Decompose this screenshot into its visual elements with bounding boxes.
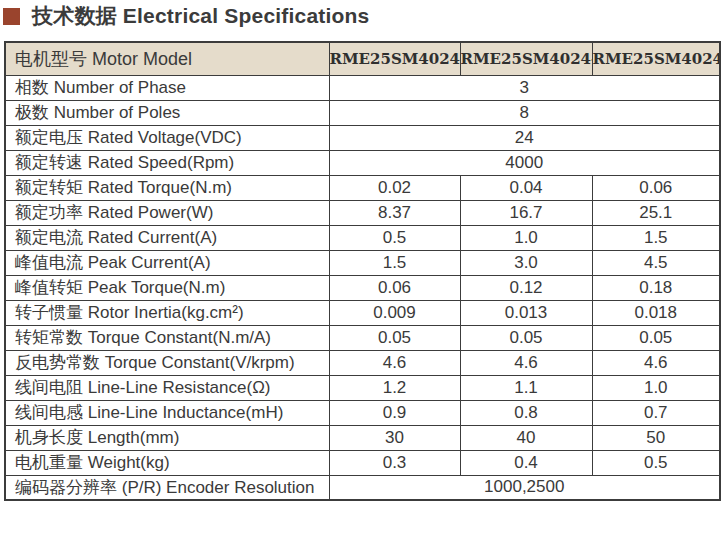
- spec-label: 转矩常数 Torque Constant(N.m/A): [5, 325, 329, 350]
- spec-value: 30: [329, 425, 460, 450]
- spec-value: 0.018: [592, 300, 720, 325]
- spec-label: 额定转矩 Rated Torque(N.m): [5, 175, 329, 200]
- table-row: 反电势常数 Torque Constant(V/krpm) 4.6 4.6 4.…: [5, 350, 720, 375]
- table-row: 额定电压 Rated Voltage(VDC) 24: [5, 125, 720, 150]
- spec-value: 24: [329, 125, 720, 150]
- spec-label: 线间电阻 Line-Line Resistance(Ω): [5, 375, 329, 400]
- spec-value: 1.0: [460, 225, 592, 250]
- table-row: 电机重量 Weight(kg) 0.3 0.4 0.5: [5, 450, 720, 475]
- spec-label: 极数 Number of Poles: [5, 100, 329, 125]
- table-row: 线间电阻 Line-Line Resistance(Ω) 1.2 1.1 1.0: [5, 375, 720, 400]
- spec-value: 0.3: [329, 450, 460, 475]
- spec-label: 转子惯量 Rotor Inertia(kg.cm²): [5, 300, 329, 325]
- electrical-specifications-table: 电机型号 Motor Model RME25SM4024-30X RME25SM…: [4, 41, 721, 501]
- spec-value: 4.6: [329, 350, 460, 375]
- spec-label: 机身长度 Length(mm): [5, 425, 329, 450]
- spec-label: 编码器分辨率 (P/R) Encoder Resolution: [5, 475, 329, 500]
- spec-label: 额定转速 Rated Speed(Rpm): [5, 150, 329, 175]
- table-row: 峰值电流 Peak Current(A) 1.5 3.0 4.5: [5, 250, 720, 275]
- table-row: 转子惯量 Rotor Inertia(kg.cm²) 0.009 0.013 0…: [5, 300, 720, 325]
- spec-value: 0.05: [329, 325, 460, 350]
- spec-value: 0.5: [592, 450, 720, 475]
- spec-value: 3.0: [460, 250, 592, 275]
- spec-value: 40: [460, 425, 592, 450]
- spec-value: 1.0: [592, 375, 720, 400]
- spec-value: 0.4: [460, 450, 592, 475]
- table-row: 机身长度 Length(mm) 30 40 50: [5, 425, 720, 450]
- spec-value: 50: [592, 425, 720, 450]
- spec-value: 0.06: [592, 175, 720, 200]
- spec-value: 0.9: [329, 400, 460, 425]
- motor-model-header: 电机型号 Motor Model: [5, 42, 329, 75]
- spec-label: 额定电压 Rated Voltage(VDC): [5, 125, 329, 150]
- model-column-header: RME25SM4024-40X: [460, 42, 592, 75]
- table-row: 峰值转矩 Peak Torque(N.m) 0.06 0.12 0.18: [5, 275, 720, 300]
- spec-value: 4.5: [592, 250, 720, 275]
- spec-value: 0.02: [329, 175, 460, 200]
- spec-value: 4.6: [592, 350, 720, 375]
- table-row: 线间电感 Line-Line Inductance(mH) 0.9 0.8 0.…: [5, 400, 720, 425]
- spec-value: 0.5: [329, 225, 460, 250]
- spec-value: 1000,2500: [329, 475, 720, 500]
- table-row: 编码器分辨率 (P/R) Encoder Resolution 1000,250…: [5, 475, 720, 500]
- model-column-header: RME25SM4024-50X: [592, 42, 720, 75]
- spec-value: 1.5: [329, 250, 460, 275]
- section-bullet-icon: [3, 8, 20, 25]
- spec-value: 8: [329, 100, 720, 125]
- table-header-row: 电机型号 Motor Model RME25SM4024-30X RME25SM…: [5, 42, 720, 75]
- spec-value: 1.5: [592, 225, 720, 250]
- spec-value: 3: [329, 75, 720, 100]
- table-row: 额定转速 Rated Speed(Rpm) 4000: [5, 150, 720, 175]
- spec-value: 0.7: [592, 400, 720, 425]
- spec-value: 1.1: [460, 375, 592, 400]
- spec-value: 25.1: [592, 200, 720, 225]
- spec-value: 0.04: [460, 175, 592, 200]
- spec-value: 0.8: [460, 400, 592, 425]
- spec-value: 16.7: [460, 200, 592, 225]
- model-column-header: RME25SM4024-30X: [329, 42, 460, 75]
- spec-label: 峰值转矩 Peak Torque(N.m): [5, 275, 329, 300]
- spec-label: 反电势常数 Torque Constant(V/krpm): [5, 350, 329, 375]
- table-row: 极数 Number of Poles 8: [5, 100, 720, 125]
- spec-value: 0.013: [460, 300, 592, 325]
- spec-value: 0.009: [329, 300, 460, 325]
- spec-label: 额定电流 Rated Current(A): [5, 225, 329, 250]
- spec-sheet-page: 技术数据 Electrical Specifications 电机型号 Moto…: [0, 0, 723, 558]
- table-row: 转矩常数 Torque Constant(N.m/A) 0.05 0.05 0.…: [5, 325, 720, 350]
- spec-value: 4.6: [460, 350, 592, 375]
- spec-value: 0.05: [592, 325, 720, 350]
- spec-value: 1.2: [329, 375, 460, 400]
- table-row: 额定功率 Rated Power(W) 8.37 16.7 25.1: [5, 200, 720, 225]
- table-row: 额定转矩 Rated Torque(N.m) 0.02 0.04 0.06: [5, 175, 720, 200]
- spec-label: 电机重量 Weight(kg): [5, 450, 329, 475]
- section-title: 技术数据 Electrical Specifications: [32, 2, 369, 30]
- spec-value: 0.06: [329, 275, 460, 300]
- spec-value: 8.37: [329, 200, 460, 225]
- spec-label: 峰值电流 Peak Current(A): [5, 250, 329, 275]
- spec-label: 额定功率 Rated Power(W): [5, 200, 329, 225]
- spec-value: 0.12: [460, 275, 592, 300]
- spec-label: 线间电感 Line-Line Inductance(mH): [5, 400, 329, 425]
- spec-value: 0.05: [460, 325, 592, 350]
- table-row: 额定电流 Rated Current(A) 0.5 1.0 1.5: [5, 225, 720, 250]
- section-title-bar: 技术数据 Electrical Specifications: [3, 3, 369, 29]
- spec-value: 0.18: [592, 275, 720, 300]
- spec-label: 相数 Number of Phase: [5, 75, 329, 100]
- spec-value: 4000: [329, 150, 720, 175]
- table-row: 相数 Number of Phase 3: [5, 75, 720, 100]
